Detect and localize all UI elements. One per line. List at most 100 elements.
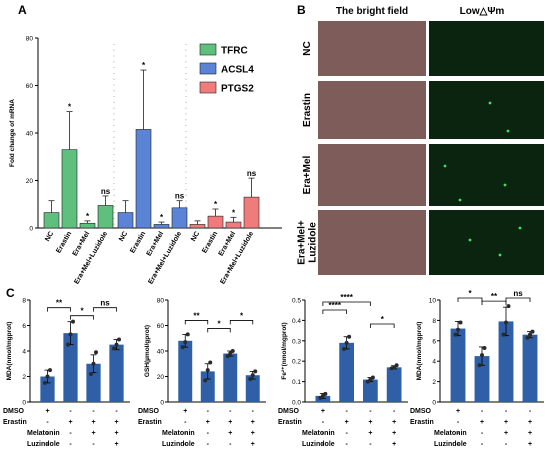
treatment-mark: - bbox=[393, 408, 396, 415]
data-point bbox=[117, 337, 121, 342]
treatment-label: Erastin bbox=[3, 419, 27, 426]
y-tick-label: 6 bbox=[432, 338, 436, 345]
bar-ptgs2 bbox=[225, 221, 242, 229]
significance-label: ns bbox=[175, 192, 185, 201]
treatment-label: DMSO bbox=[278, 408, 300, 415]
treatment-mark: - bbox=[345, 430, 348, 437]
treatment-mark: - bbox=[46, 441, 49, 448]
data-point bbox=[48, 368, 52, 373]
significance-bracket bbox=[505, 297, 531, 302]
treatment-mark: - bbox=[322, 441, 325, 448]
treatment-mark: + bbox=[345, 419, 349, 426]
bar bbox=[178, 340, 193, 402]
treatment-mark: - bbox=[229, 408, 232, 415]
x-tick-label: Era+Mel bbox=[146, 230, 166, 257]
data-point bbox=[525, 335, 530, 340]
treatment-mark: - bbox=[115, 408, 118, 415]
y-tick-label: 80 bbox=[26, 36, 34, 43]
treatment-mark: + bbox=[114, 430, 118, 437]
treatment-mark: - bbox=[207, 441, 210, 448]
treatment-mark: + bbox=[480, 419, 484, 426]
data-point bbox=[45, 374, 50, 379]
treatment-mark: + bbox=[114, 419, 118, 426]
fluorescence-image bbox=[429, 144, 544, 206]
bright-field-image bbox=[318, 144, 426, 206]
y-tick-label: 0.3 bbox=[292, 338, 301, 345]
treatment-mark: - bbox=[184, 430, 187, 437]
y-tick-label: 8 bbox=[22, 298, 26, 305]
significance-bracket bbox=[229, 320, 254, 325]
treatment-mark: + bbox=[321, 408, 325, 415]
treatment-mark: - bbox=[322, 430, 325, 437]
treatment-mark: - bbox=[457, 430, 460, 437]
significance-bracket bbox=[93, 307, 117, 312]
treatment-mark: + bbox=[368, 419, 372, 426]
significance-bracket bbox=[47, 307, 71, 312]
data-point bbox=[66, 342, 70, 347]
significance-label: ** bbox=[56, 299, 63, 308]
y-tick-label: 0.0 bbox=[292, 400, 301, 407]
y-tick-label: 0.4 bbox=[292, 318, 301, 325]
bar-ptgs2 bbox=[189, 224, 206, 229]
bright-field-image bbox=[318, 21, 426, 76]
data-point bbox=[183, 340, 188, 345]
significance-bracket bbox=[70, 315, 94, 320]
treatment-label: Luzindole bbox=[27, 441, 60, 448]
data-point bbox=[477, 363, 482, 368]
treatment-mark: - bbox=[481, 430, 484, 437]
data-point bbox=[504, 320, 508, 325]
data-point bbox=[480, 353, 484, 358]
significance-label: **** bbox=[329, 301, 342, 310]
data-point bbox=[208, 360, 213, 365]
significance-label: * bbox=[217, 319, 221, 328]
treatment-mark: + bbox=[114, 441, 118, 448]
bar-tfrc bbox=[61, 149, 78, 229]
data-point bbox=[112, 346, 116, 351]
y-tick-label: 0 bbox=[160, 400, 164, 407]
treatment-mark: - bbox=[207, 408, 210, 415]
significance-label: * bbox=[232, 208, 236, 217]
data-point bbox=[323, 391, 328, 396]
significance-label: * bbox=[68, 103, 72, 112]
treatment-mark: - bbox=[69, 430, 72, 437]
fluorescence-image bbox=[429, 81, 544, 139]
data-point bbox=[228, 351, 233, 356]
treatment-label: Erastin bbox=[278, 419, 302, 426]
bar-acsl4 bbox=[117, 212, 134, 229]
data-point bbox=[71, 319, 75, 324]
y-tick-label: 8 bbox=[432, 318, 436, 325]
x-tick-label: Era+Mel bbox=[72, 230, 92, 257]
treatment-mark: + bbox=[91, 430, 95, 437]
y-axis-label: Fe²⁺(nmol/mgprot) bbox=[281, 322, 288, 379]
fluorescent-speck bbox=[468, 238, 472, 242]
significance-label: ns bbox=[513, 289, 523, 298]
data-point bbox=[225, 354, 230, 359]
fluorescent-speck bbox=[458, 198, 462, 202]
bar-acsl4 bbox=[171, 207, 188, 229]
y-tick-label: 6 bbox=[22, 323, 26, 330]
panel-letter-c: C bbox=[6, 286, 15, 300]
column-header: Low△Ψm bbox=[460, 6, 505, 17]
treatment-label: DMSO bbox=[138, 408, 160, 415]
bar bbox=[63, 333, 78, 402]
panel-b-image-grid: B The bright field Low△Ψm NC Erastin Era+Mel E… bbox=[297, 3, 544, 275]
treatment-mark: - bbox=[69, 408, 72, 415]
bright-field-image bbox=[318, 81, 426, 139]
y-tick-label: 40 bbox=[157, 349, 165, 356]
data-point bbox=[94, 350, 98, 355]
data-point bbox=[253, 369, 258, 374]
significance-label: ns bbox=[100, 299, 110, 308]
treatment-mark: - bbox=[207, 430, 210, 437]
significance-label: * bbox=[86, 212, 90, 221]
x-tick-label: NC bbox=[190, 231, 201, 243]
treatment-mark: + bbox=[528, 441, 532, 448]
x-tick-label: Erastin bbox=[129, 231, 147, 255]
y-axis-label: GSH(µmol/gprot) bbox=[144, 325, 151, 377]
treatment-mark: + bbox=[228, 419, 232, 426]
bar bbox=[223, 353, 238, 402]
fluorescent-speck bbox=[488, 101, 492, 105]
y-tick-label: 0 bbox=[432, 400, 436, 407]
bar bbox=[522, 334, 538, 402]
